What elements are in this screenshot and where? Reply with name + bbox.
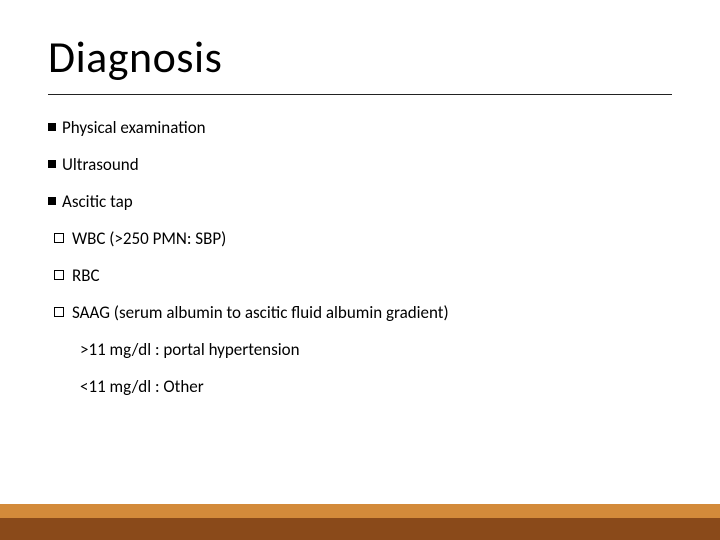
bullet-text: WBC (>250 PMN: SBP) (72, 228, 226, 251)
bullet-item: Ultrasound (48, 154, 672, 177)
bullet-item-subsub: <11 mg/dl : Other (80, 376, 672, 399)
footer-band-light (0, 504, 720, 518)
bullet-item: Physical examination (48, 117, 672, 140)
slide-body: Physical examination Ultrasound Ascitic … (48, 117, 672, 399)
square-bullet-icon (48, 160, 56, 168)
bullet-text: <11 mg/dl : Other (80, 376, 204, 399)
bullet-text: SAAG (serum albumin to ascitic fluid alb… (72, 302, 449, 325)
bullet-item: Ascitic tap (48, 191, 672, 214)
bullet-item-sub: RBC (54, 265, 672, 288)
slide-title: Diagnosis (48, 30, 672, 84)
bullet-item-sub: WBC (>250 PMN: SBP) (54, 228, 672, 251)
hollow-square-bullet-icon (54, 270, 64, 280)
bullet-item-sub: SAAG (serum albumin to ascitic fluid alb… (54, 302, 672, 325)
footer-band-dark (0, 518, 720, 540)
bullet-text: Ultrasound (62, 154, 139, 177)
bullet-item-subsub: >11 mg/dl : portal hypertension (80, 339, 672, 362)
bullet-text: Ascitic tap (62, 191, 133, 214)
bullet-text: >11 mg/dl : portal hypertension (80, 339, 300, 362)
footer-bands (0, 504, 720, 540)
title-underline (48, 94, 672, 95)
square-bullet-icon (48, 123, 56, 131)
square-bullet-icon (48, 197, 56, 205)
bullet-text: RBC (72, 265, 100, 288)
slide: Diagnosis Physical examination Ultrasoun… (0, 0, 720, 540)
hollow-square-bullet-icon (54, 307, 64, 317)
bullet-text: Physical examination (62, 117, 206, 140)
hollow-square-bullet-icon (54, 233, 64, 243)
